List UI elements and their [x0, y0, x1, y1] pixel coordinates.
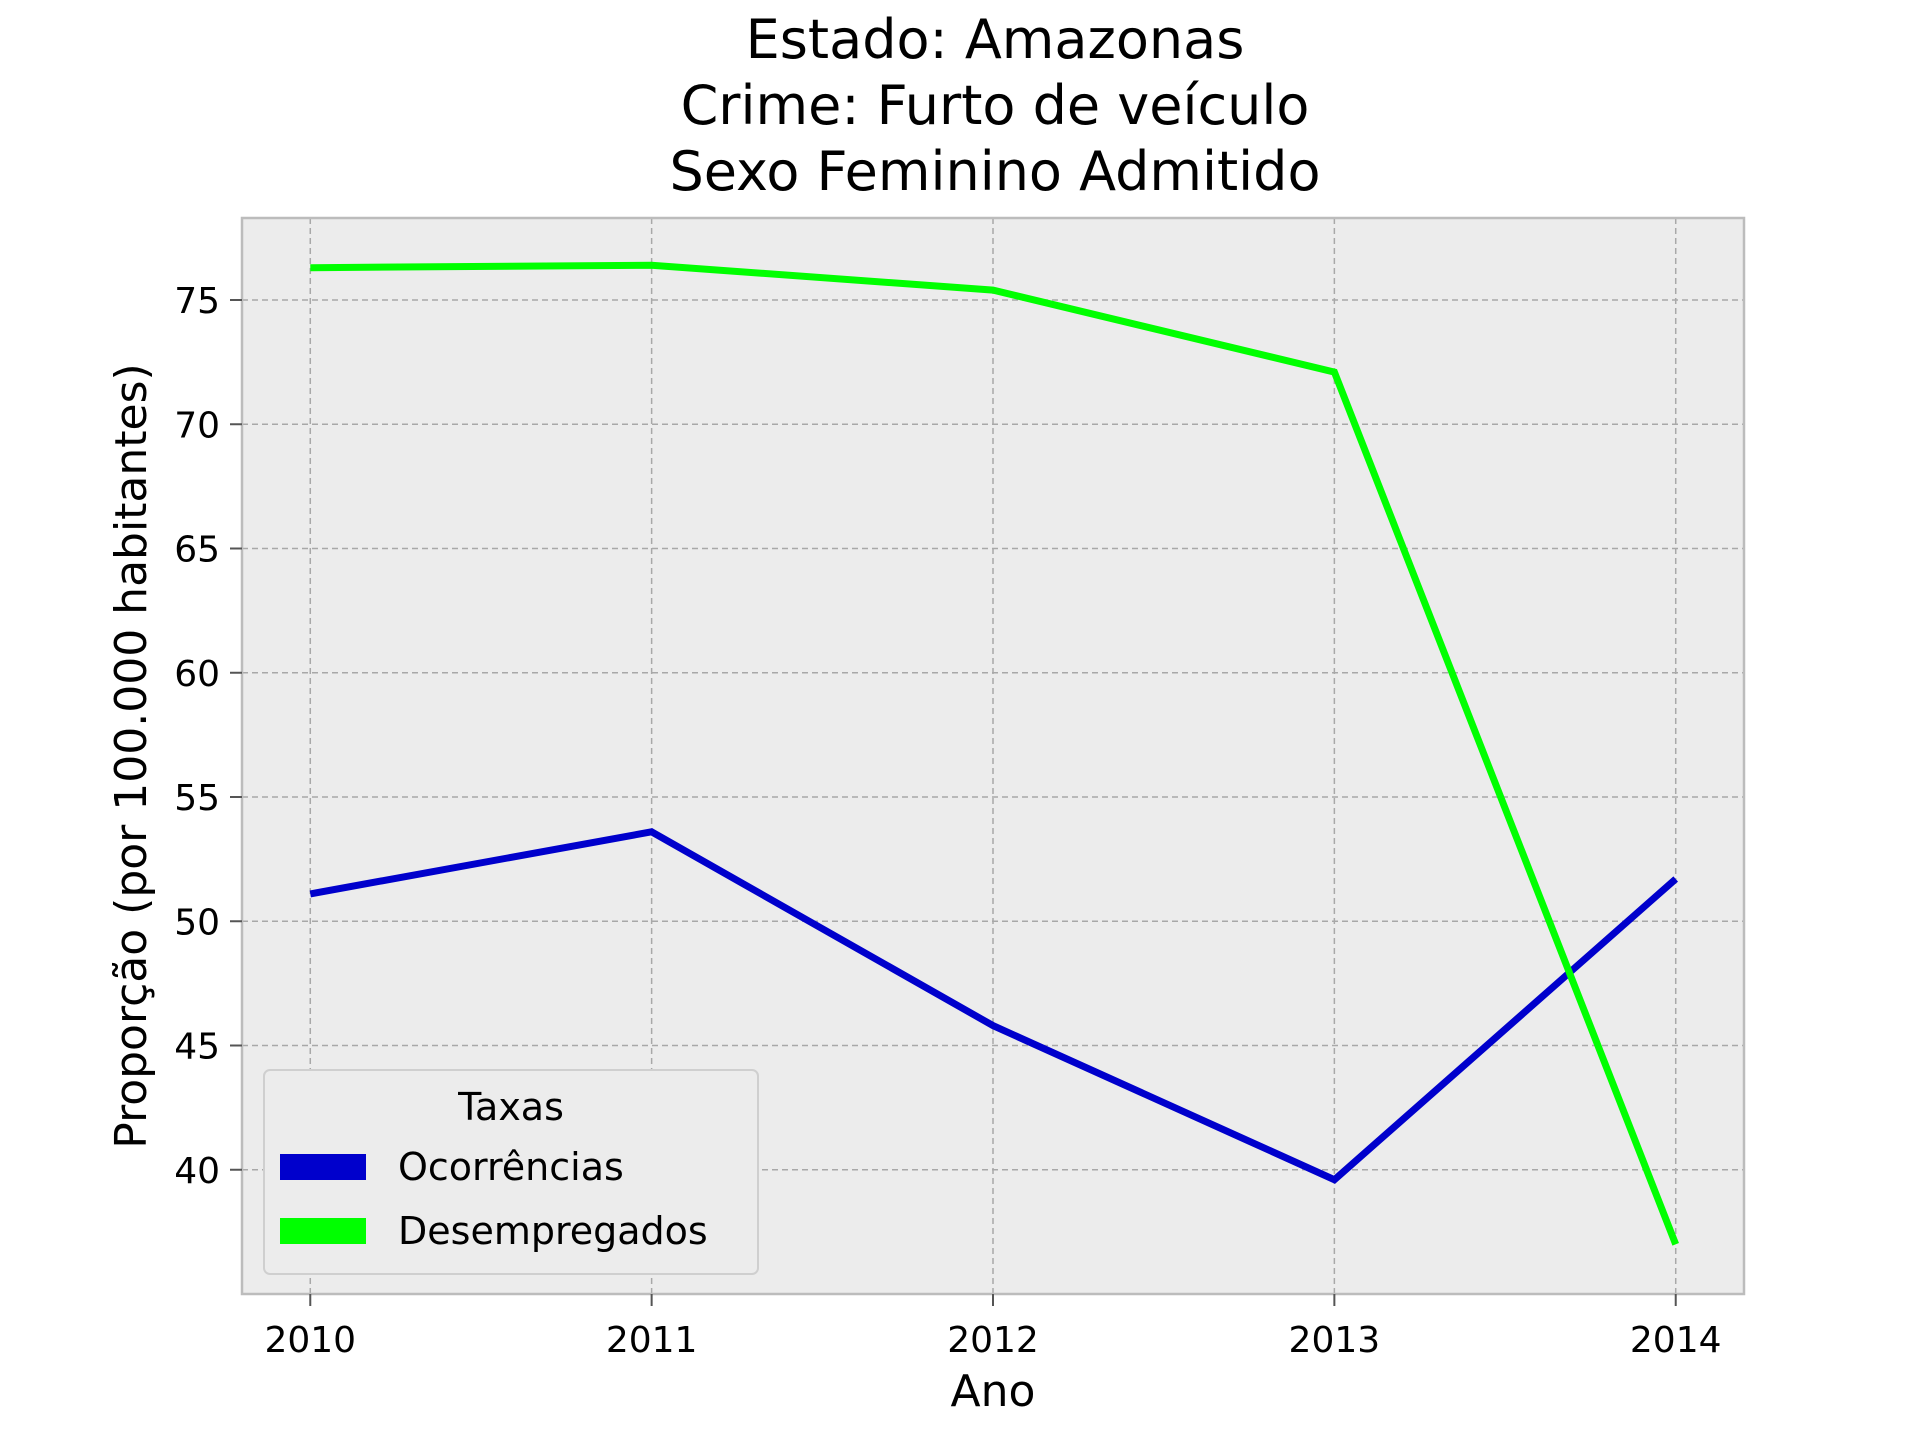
series-lines	[309, 261, 1679, 1246]
y-tick-label: 40	[174, 1151, 220, 1192]
legend-label-ocorrencias: Ocorrências	[398, 1145, 624, 1189]
legend: Taxas Ocorrências Desempregados	[263, 1069, 759, 1275]
title-line-2: Crime: Furto de veículo	[681, 74, 1310, 137]
x-tick-label: 2014	[1630, 1320, 1722, 1361]
y-tick-label: 75	[174, 281, 220, 322]
y-tick-label: 45	[174, 1027, 220, 1068]
legend-swatch-ocorrencias	[280, 1154, 366, 1180]
y-axis-ticks: 40 45 50 55 60 65 70 75	[174, 281, 242, 1192]
x-tick-label: 2010	[264, 1320, 356, 1361]
legend-swatch-desempregados	[280, 1218, 366, 1244]
legend-box	[263, 1069, 759, 1275]
x-tick-label: 2013	[1289, 1320, 1381, 1361]
title-line-3: Sexo Feminino Admitido	[669, 140, 1320, 203]
series-line-1	[310, 261, 1679, 1246]
y-axis-label: Proporção (por 100.000 habitantes)	[106, 363, 157, 1148]
y-tick-label: 50	[174, 902, 220, 943]
y-tick-label: 70	[174, 405, 220, 446]
chart-title: Estado: Amazonas Crime: Furto de veículo…	[669, 8, 1320, 203]
series-line-0	[309, 828, 1679, 1184]
y-tick-label: 65	[174, 530, 220, 571]
legend-title: Taxas	[457, 1085, 564, 1129]
title-line-1: Estado: Amazonas	[746, 8, 1245, 71]
y-tick-label: 55	[174, 778, 220, 819]
x-tick-label: 2011	[606, 1320, 698, 1361]
y-tick-label: 60	[174, 654, 220, 695]
x-tick-label: 2012	[947, 1320, 1039, 1361]
x-axis-label: Ano	[951, 1366, 1036, 1417]
x-axis-ticks: 2010 2011 2012 2013 2014	[264, 1294, 1722, 1361]
legend-label-desempregados: Desempregados	[398, 1209, 708, 1253]
